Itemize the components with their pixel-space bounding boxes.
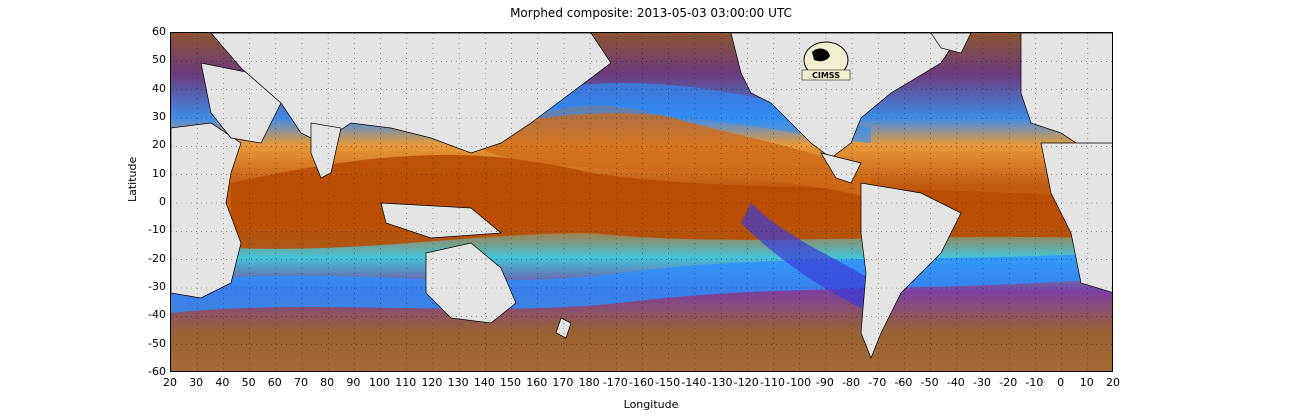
y-tick-label: 20 xyxy=(152,138,166,152)
x-tick-label: 110 xyxy=(395,376,417,389)
india xyxy=(310,122,342,179)
x-tick-label: 50 xyxy=(241,376,256,389)
x-tick-label: -140 xyxy=(681,376,707,389)
logo-text: CIMSS xyxy=(812,71,840,80)
y-tick-label: 0 xyxy=(159,195,166,208)
y-tick-label: 30 xyxy=(152,110,166,123)
x-tick-label: 100 xyxy=(369,376,391,389)
x-tick-label: -150 xyxy=(655,376,681,389)
west-africa xyxy=(1040,142,1112,293)
x-tick-label: 0 xyxy=(1057,376,1065,389)
greenland xyxy=(930,33,972,54)
y-tick-label: 50 xyxy=(152,53,166,67)
x-tick-label: -90 xyxy=(815,376,834,389)
y-tick-label: -40 xyxy=(148,308,166,322)
x-tick-label: 160 xyxy=(526,376,548,389)
y-tick-label: 10 xyxy=(152,166,166,180)
new-zealand xyxy=(555,317,572,339)
x-tick-label: -10 xyxy=(1025,376,1044,389)
x-tick-label: -30 xyxy=(973,376,991,389)
x-tick-label: 90 xyxy=(346,376,361,389)
x-tick-label: 170 xyxy=(552,376,574,389)
x-tick-label: -80 xyxy=(842,376,861,389)
x-tick-label: -130 xyxy=(707,376,733,389)
x-tick-label: 10 xyxy=(1079,376,1094,389)
x-tick-label: -160 xyxy=(629,376,654,389)
x-tick-label: -40 xyxy=(946,376,965,389)
x-tick-label: -60 xyxy=(894,376,913,389)
x-tick-label: 70 xyxy=(293,376,308,389)
x-tick-label: -70 xyxy=(868,376,887,389)
indonesia xyxy=(380,202,502,239)
x-tick-label: 20 xyxy=(163,376,177,389)
central-america xyxy=(820,152,862,184)
x-tick-label: 130 xyxy=(447,376,469,389)
y-tick-label: -50 xyxy=(148,336,166,350)
x-tick-label: -50 xyxy=(920,376,939,389)
x-tick-label: 80 xyxy=(320,376,335,389)
y-axis-label: Latitude xyxy=(126,156,139,202)
graticule xyxy=(171,33,1112,371)
x-tick-label: 150 xyxy=(500,376,522,389)
x-tick-label: 120 xyxy=(421,376,443,389)
tpw-map xyxy=(171,33,1112,371)
x-tick-label: -20 xyxy=(999,376,1018,389)
africa xyxy=(171,122,242,299)
land-masses xyxy=(171,33,1112,359)
y-tick-label: -10 xyxy=(148,223,166,237)
y-tick-label: -60 xyxy=(148,365,166,378)
x-tick-label: 20 xyxy=(1106,376,1120,389)
x-tick-label: -170 xyxy=(602,376,628,389)
chart-title: Morphed composite: 2013-05-03 03:00:00 U… xyxy=(510,6,792,20)
map-plot-area xyxy=(170,32,1113,372)
x-tick-label: 180 xyxy=(578,376,600,389)
x-tick-label: 140 xyxy=(473,376,495,389)
australia xyxy=(425,242,517,324)
x-tick-label: -110 xyxy=(759,376,785,389)
y-tick-label: 60 xyxy=(152,25,166,38)
cimss-logo: CIMSS xyxy=(801,41,851,81)
dry-pacific xyxy=(741,203,891,308)
y-tick-label: -30 xyxy=(148,280,166,293)
x-tick-label: 40 xyxy=(215,376,230,389)
x-tick-label: -120 xyxy=(733,376,759,389)
x-axis-label: Longitude xyxy=(623,398,679,411)
x-tick-label: 30 xyxy=(189,376,204,389)
y-tick-label: 40 xyxy=(152,81,166,95)
y-tick-label: -20 xyxy=(148,251,166,265)
south-america xyxy=(860,182,962,359)
x-tick-label: -100 xyxy=(786,376,812,389)
x-tick-label: 60 xyxy=(267,376,282,389)
